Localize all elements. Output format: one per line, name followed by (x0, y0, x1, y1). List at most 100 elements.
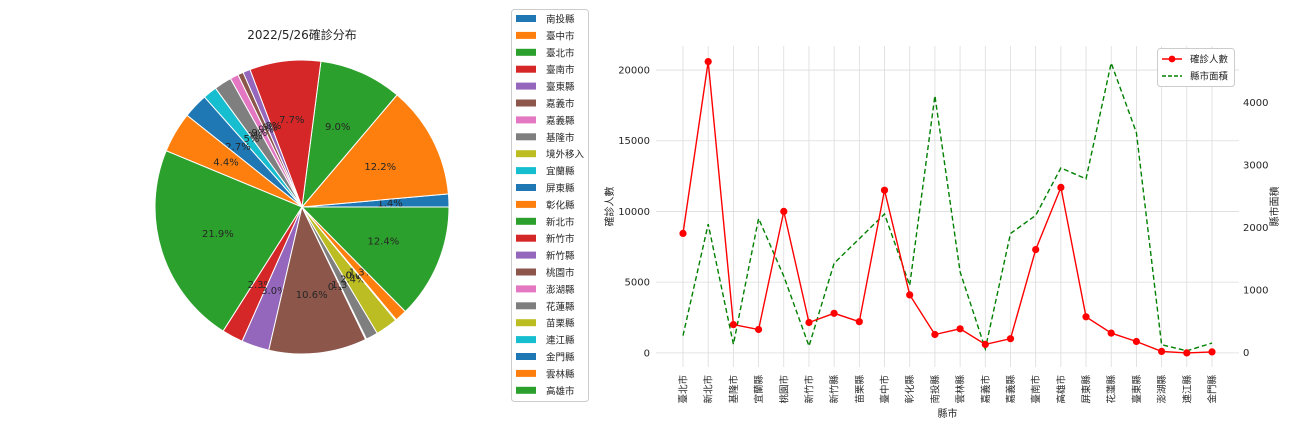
pie-pct-label: 0.1% (346, 270, 371, 281)
legend-label: 臺東縣 (546, 81, 575, 93)
y2-axis-label: 縣市面積 (1268, 187, 1281, 227)
cases-point (830, 309, 838, 317)
legend-swatch (516, 217, 536, 225)
x-tick-label: 高雄市 (1055, 375, 1067, 404)
cases-point (729, 321, 738, 329)
x-tick-label: 臺東縣 (1131, 375, 1143, 404)
cases-point (855, 318, 863, 326)
pie-pct-label: 1.5% (234, 134, 259, 145)
x-axis-label: 縣市 (938, 407, 958, 420)
line-legend-box (1157, 48, 1235, 87)
pie-chart: 2022/5/26確診分布1.4%12.2%9.0%7.7%0.8%0.6%0.… (154, 27, 450, 355)
cases-point (1158, 347, 1166, 355)
pie-pct-label: 0.0% (345, 271, 370, 282)
legend-label: 嘉義市 (546, 98, 575, 110)
line-chart: 0 5000 10000 15000 20000 0 1000 2000 3000 4000 臺北市… (603, 46, 1281, 420)
cases-point (981, 340, 989, 348)
cases-point (956, 325, 964, 333)
x-tick-label: 宜蘭縣 (753, 375, 765, 404)
cases-point (931, 330, 939, 339)
legend-label-cases: 確診人數 (1190, 54, 1229, 66)
legend-label: 澎湖縣 (546, 284, 575, 296)
cases-point (1208, 348, 1216, 356)
x-tick-label: 新竹市 (803, 375, 815, 404)
pie-pct-label: 21.9% (202, 229, 234, 240)
cases-point (679, 229, 687, 237)
legend-label: 嘉義縣 (546, 115, 575, 127)
legend-label: 彰化縣 (546, 199, 575, 211)
x-tick-label: 雲林縣 (955, 375, 967, 404)
pie-pct-label: 10.6% (296, 290, 328, 301)
pie-pct-label: 12.2% (364, 162, 396, 173)
x-tick-label: 臺中市 (879, 375, 891, 404)
legend-swatch (516, 285, 536, 293)
legend-swatch (516, 133, 536, 141)
legend-label-area: 縣市面積 (1190, 71, 1229, 83)
cases-series-line (682, 61, 1213, 354)
x-tick-label: 嘉義縣 (1005, 375, 1017, 404)
cases-point (1132, 337, 1140, 346)
legend-label: 雲林縣 (546, 368, 575, 380)
cases-point (906, 291, 914, 299)
legend-label: 桃園市 (546, 267, 575, 279)
legend-label: 基隆市 (546, 132, 575, 144)
pie-pct-label: 1.3% (331, 280, 356, 291)
x-tick-label: 連江縣 (1181, 375, 1193, 404)
x-tick-label: 澎湖縣 (1156, 375, 1168, 404)
legend-label: 臺南市 (546, 64, 575, 76)
pie-pct-label: 0.6% (252, 122, 277, 133)
x-tick-label: 彰化縣 (904, 375, 916, 404)
pie-pct-label: 1.3% (349, 268, 374, 279)
x-tick-label: 金門縣 (1207, 375, 1219, 404)
pie-pct-label: 9.0% (325, 122, 350, 133)
pie-pct-label: 1.4% (377, 199, 402, 210)
pie-pct-label: 2.3% (248, 280, 273, 291)
legend-label: 臺北市 (546, 47, 575, 59)
pie-pct-label: 0.9% (249, 124, 274, 135)
x-tick-label: 嘉義市 (980, 375, 992, 404)
x-tick-label: 屏東縣 (1081, 375, 1093, 404)
legend-label: 高雄市 (546, 385, 575, 397)
area-series-line (682, 60, 1213, 352)
legend-label: 新竹縣 (546, 250, 575, 262)
legend-swatch (516, 116, 536, 124)
pie-slice (300, 94, 449, 208)
cases-point (755, 325, 763, 334)
legend-swatch (516, 48, 536, 56)
legend-swatch (516, 184, 536, 191)
y2-tick-label: 4000 (1243, 98, 1268, 109)
pie-title: 2022/5/26確診分布 (247, 27, 357, 42)
pie-pct-label: 2.7% (225, 142, 250, 153)
legend-swatch (516, 336, 536, 344)
x-tick-label: 臺北市 (678, 375, 690, 404)
pie-slice (301, 60, 398, 209)
cases-point (1183, 349, 1191, 357)
legend-swatch (516, 369, 536, 377)
legend-label: 南投縣 (546, 14, 575, 26)
y-tick-label: 15000 (618, 136, 650, 147)
legend-label: 臺中市 (546, 30, 575, 42)
legend-swatch (516, 99, 536, 107)
legend-swatch (516, 31, 536, 39)
cases-point (1032, 246, 1040, 254)
cases-point (880, 186, 889, 194)
pie-pct-label: 4.4% (213, 158, 238, 169)
pie-pct-label: 0.1% (328, 282, 353, 293)
legend-swatch (516, 319, 536, 327)
pie-pct-label: 0.8% (256, 121, 281, 132)
x-tick-label: 花蓮縣 (1106, 375, 1118, 404)
pie-slice (268, 205, 367, 355)
legend-swatch (516, 386, 536, 394)
y2-tick-label: 1000 (1243, 286, 1268, 297)
legend-swatch (516, 353, 536, 360)
legend-swatch (516, 82, 536, 90)
cases-point (704, 58, 712, 66)
pie-slice (300, 206, 450, 313)
y-tick-label: 10000 (618, 207, 650, 218)
legend-swatch (516, 251, 536, 259)
x-tick-label: 基隆市 (728, 375, 740, 404)
x-tick-label: 臺南市 (1030, 375, 1042, 404)
y-axis-label: 確診人數 (603, 187, 616, 227)
